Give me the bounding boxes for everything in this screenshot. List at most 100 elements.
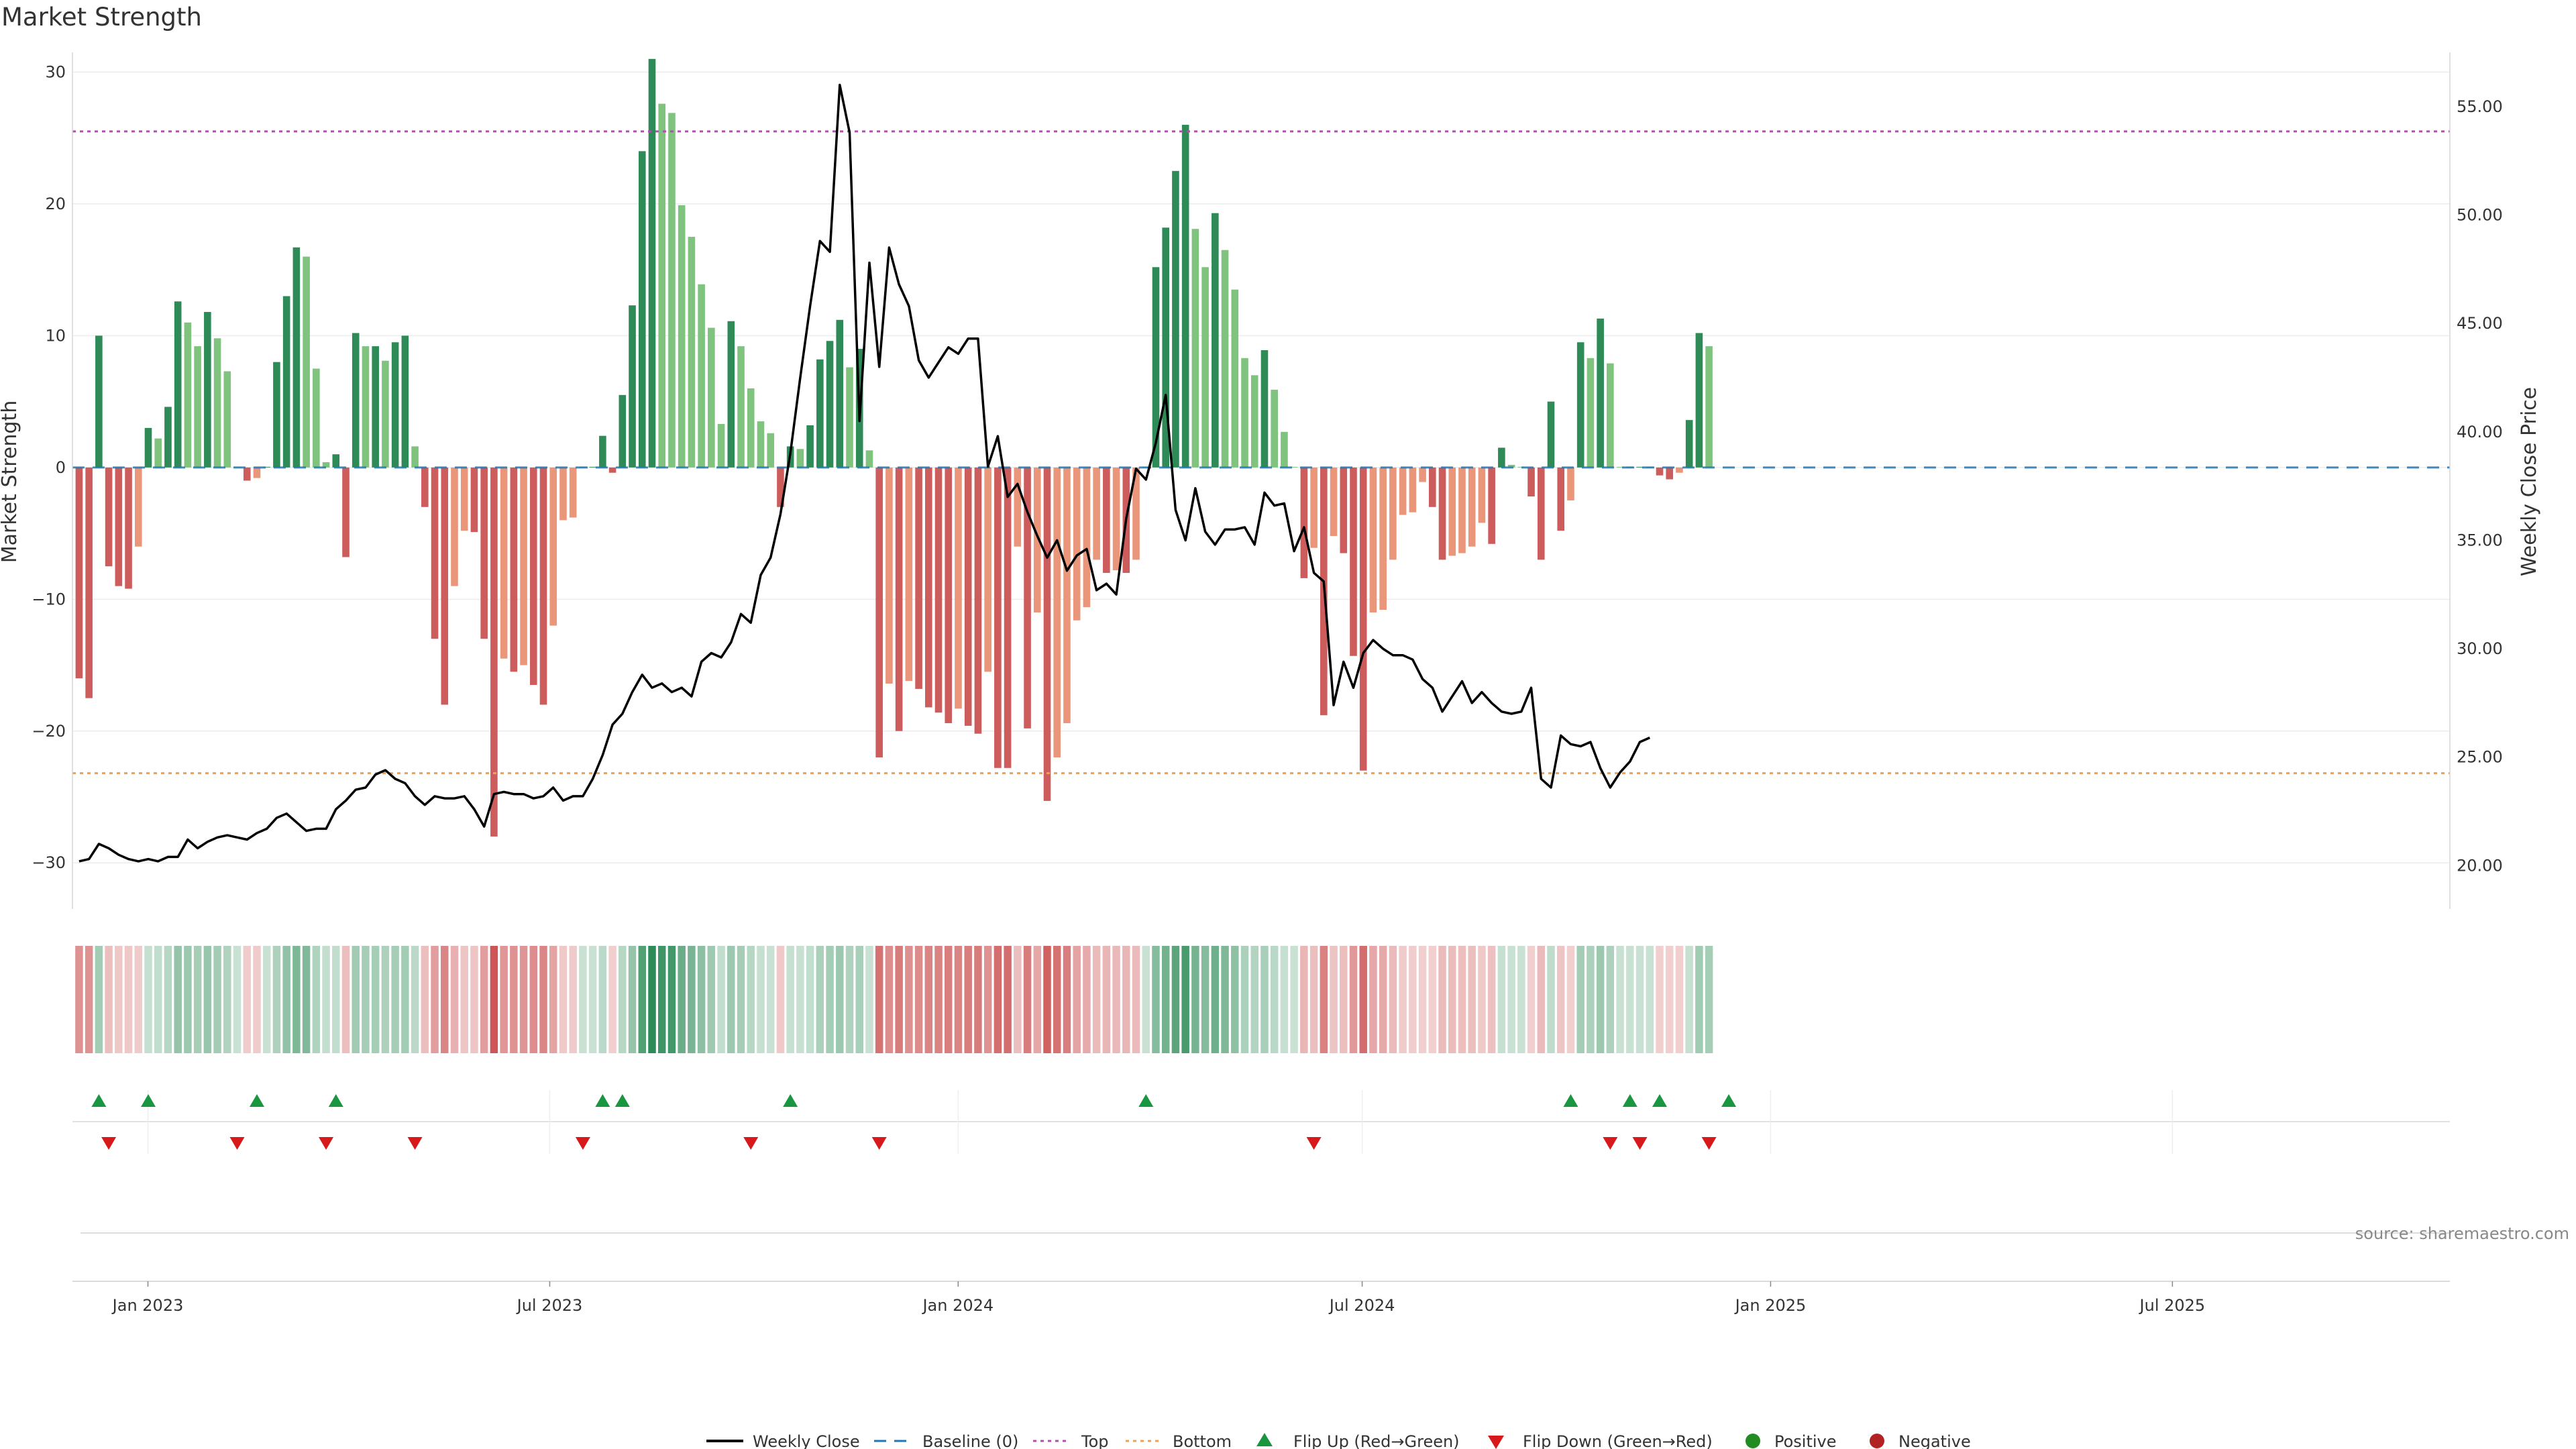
- strength-bar: [836, 319, 844, 468]
- strength-bar: [115, 467, 123, 586]
- strength-bar: [1537, 467, 1545, 560]
- strength-bar: [1597, 318, 1604, 468]
- strength-bar: [382, 360, 389, 468]
- strength-bar: [1330, 467, 1338, 537]
- flip-up-marker: [783, 1094, 798, 1107]
- y-tick-label: −20: [32, 722, 66, 741]
- y-tick-label: 30: [45, 62, 66, 81]
- heatmap-cell: [1695, 946, 1703, 1053]
- strength-bar: [1241, 358, 1248, 468]
- heatmap-cell: [529, 946, 538, 1053]
- strength-bar: [1438, 467, 1446, 560]
- heatmap-cell: [638, 946, 647, 1053]
- strength-bar: [915, 467, 922, 689]
- strength-bar: [1340, 467, 1348, 553]
- heatmap-cell: [441, 946, 449, 1053]
- strength-bar: [253, 467, 261, 478]
- strength-bar: [342, 467, 350, 557]
- heatmap-cell: [1507, 946, 1515, 1053]
- strength-bar: [1488, 467, 1495, 544]
- heatmap-cell: [164, 946, 172, 1053]
- heatmap-cell: [1300, 946, 1308, 1053]
- heatmap-cell: [983, 946, 992, 1053]
- strength-bar: [95, 335, 103, 468]
- heatmap-cell: [1221, 946, 1229, 1053]
- heatmap-cell: [1428, 946, 1437, 1053]
- heatmap-cell: [1685, 946, 1693, 1053]
- x-tick-label: Jul 2023: [516, 1296, 583, 1315]
- heatmap-cell: [421, 946, 429, 1053]
- strength-bar: [1567, 467, 1574, 500]
- strength-bar: [1527, 467, 1535, 497]
- heatmap-cell: [628, 946, 637, 1053]
- flip-up-marker: [1622, 1094, 1638, 1107]
- heatmap-cell: [1635, 946, 1644, 1053]
- strength-bar: [174, 301, 182, 468]
- heatmap-cell: [914, 946, 923, 1053]
- heatmap-cell: [272, 946, 281, 1053]
- strength-bar: [608, 467, 616, 473]
- heatmap-cell: [549, 946, 557, 1053]
- strength-bar: [777, 467, 784, 507]
- weekly-close-polyline: [78, 83, 1651, 863]
- heatmap-cell: [1665, 946, 1674, 1053]
- y-tick-label: 10: [45, 326, 66, 345]
- heatmap-cell: [1616, 946, 1624, 1053]
- y2-tick-label: 20.00: [2457, 856, 2503, 875]
- heatmap-cell: [1606, 946, 1615, 1053]
- flip-up-marker: [91, 1094, 107, 1107]
- flip-up-marker: [1563, 1094, 1578, 1107]
- heatmap-cell: [174, 946, 182, 1053]
- strength-bar: [411, 446, 419, 468]
- flip-up-marker: [1652, 1094, 1667, 1107]
- heatmap-cell: [1646, 946, 1654, 1053]
- strength-bar: [589, 466, 596, 468]
- strength-bar: [964, 467, 972, 726]
- strength-bar: [1043, 467, 1051, 801]
- heatmap-cell: [1211, 946, 1220, 1053]
- legend-positive-icon: [1746, 1434, 1760, 1448]
- heatmap-cell: [391, 946, 399, 1053]
- strength-bar: [737, 346, 745, 468]
- flip-down-marker: [743, 1137, 759, 1150]
- strength-bar: [796, 449, 804, 468]
- strength-bar: [895, 467, 903, 731]
- heatmap-cell: [1280, 946, 1289, 1053]
- flip-down-marker: [871, 1137, 887, 1150]
- strength-bar: [332, 454, 340, 468]
- strength-bar: [1053, 467, 1061, 758]
- heatmap-cell: [1053, 946, 1061, 1053]
- strength-bar: [629, 305, 636, 468]
- heatmap-cell: [1320, 946, 1328, 1053]
- heatmap-cell: [1161, 946, 1170, 1053]
- heatmap-cell: [1576, 946, 1585, 1053]
- heatmap-cell: [885, 946, 894, 1053]
- heatmap-cell: [262, 946, 271, 1053]
- strength-bar: [352, 333, 360, 468]
- strength-bar: [154, 438, 162, 468]
- heatmap-cell: [994, 946, 1002, 1053]
- strength-bar: [144, 427, 152, 468]
- heatmap-cell: [470, 946, 478, 1053]
- strength-bar: [816, 359, 824, 468]
- strength-bar: [1478, 467, 1486, 523]
- y2-axis-label: Weekly Close Price: [2518, 387, 2541, 576]
- strength-bar: [1547, 401, 1555, 468]
- heatmap-cell: [1340, 946, 1348, 1053]
- strength-bar: [1221, 250, 1229, 468]
- heatmap-cell: [362, 946, 370, 1053]
- heatmap-cell: [460, 946, 468, 1053]
- strength-bar: [698, 284, 705, 468]
- strength-bar: [1656, 467, 1664, 476]
- strength-bar: [1300, 467, 1308, 578]
- heatmap-cell: [836, 946, 844, 1053]
- strength-bar: [490, 467, 498, 837]
- strength-bar: [747, 388, 755, 468]
- flip-up-marker: [249, 1094, 264, 1107]
- heatmap-cell: [85, 946, 93, 1053]
- heatmap-cell: [1073, 946, 1081, 1053]
- strength-bar: [470, 467, 478, 533]
- heatmap-cell: [1626, 946, 1634, 1053]
- strength-bar: [372, 346, 379, 468]
